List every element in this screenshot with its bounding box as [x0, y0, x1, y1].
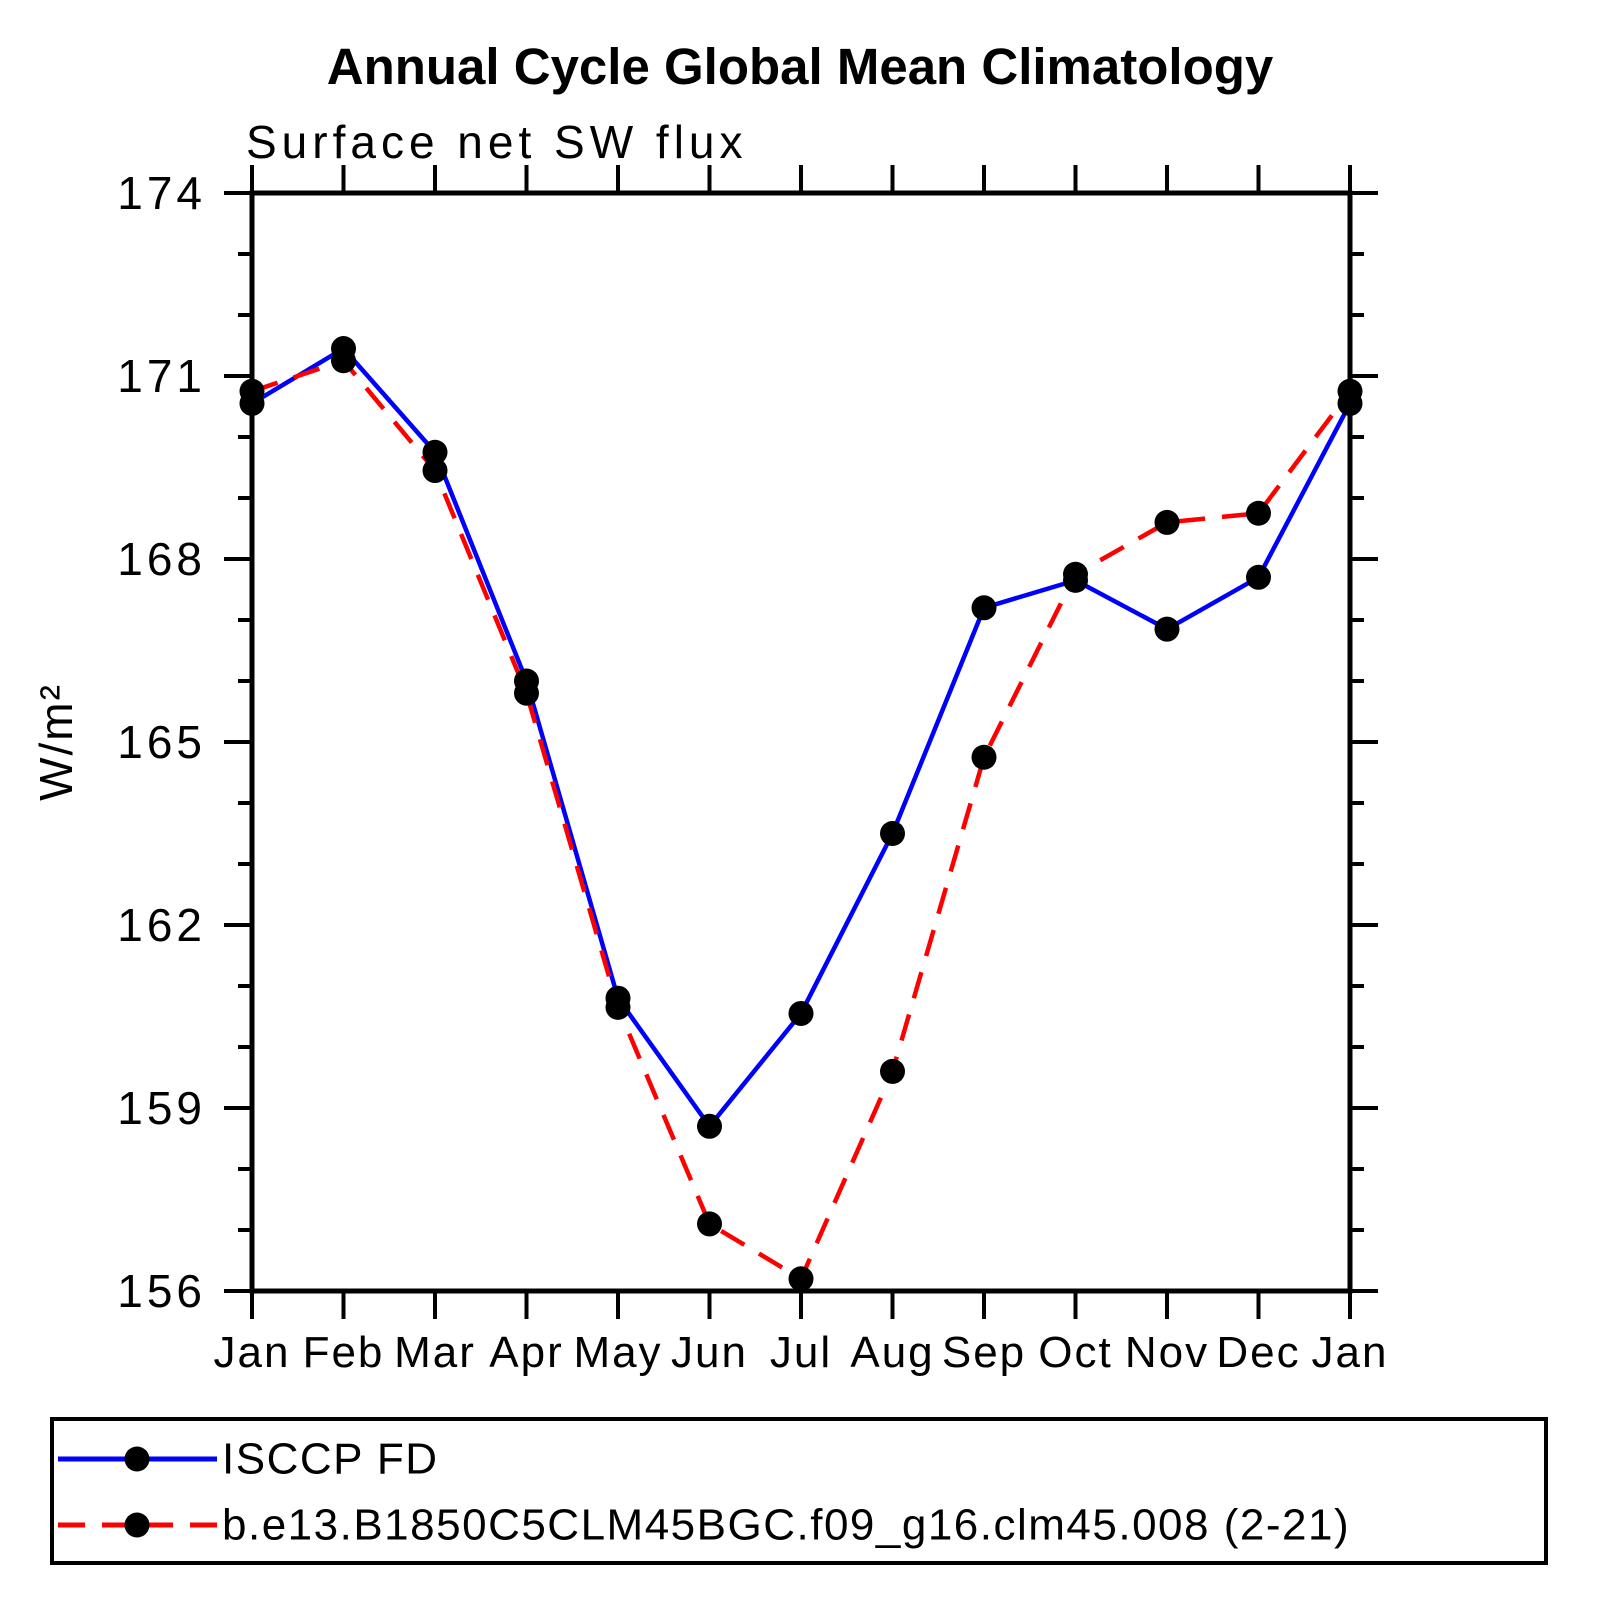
y-tick-label-168: 168: [117, 533, 206, 585]
series-1-marker-Dec-11: [1246, 500, 1271, 526]
series-1-marker-Nov-10: [1154, 509, 1180, 535]
chart-title: Annual Cycle Global Mean Climatology: [327, 38, 1274, 95]
plot-area: Jan Feb Mar Apr May Jun Jul Aug Sep Oct Nov Dec Jan1…: [117, 165, 1389, 1377]
series-0-marker-Jun-5: [697, 1113, 722, 1139]
x-tick-label-Apr-3: Apr: [489, 1328, 563, 1377]
series-0-marker-Dec-11: [1246, 564, 1271, 590]
series-1-marker-Oct-9: [1063, 561, 1088, 587]
series-1-marker-Mar-2: [422, 458, 448, 484]
y-tick-label-171: 171: [117, 350, 206, 402]
series-0-marker-Mar-2: [422, 439, 448, 465]
x-tick-label-Dec-11: Dec: [1216, 1328, 1300, 1377]
series-1-marker-May-4: [605, 994, 631, 1020]
series-1-marker-Jul-6: [788, 1266, 814, 1292]
x-tick-label-Jul-6: Jul: [770, 1328, 832, 1377]
legend-box: [50, 1417, 1548, 1565]
y-tick-label-156: 156: [117, 1265, 206, 1317]
x-tick-label-Jan-12: Jan: [1312, 1328, 1389, 1377]
series-1-marker-Jan-0: [239, 378, 265, 404]
legend-marker-isccp: [124, 1446, 150, 1472]
series-1-marker-Aug-7: [880, 1058, 905, 1084]
series-1-marker-Jan-12: [1337, 378, 1363, 404]
series-1-marker-Apr-3: [514, 680, 539, 706]
x-tick-label-Mar-2: Mar: [394, 1328, 476, 1377]
series-0-marker-Aug-7: [880, 821, 905, 846]
series-0-marker-Sep-8: [971, 595, 997, 621]
x-tick-label-May-4: May: [573, 1328, 662, 1377]
x-tick-label-Nov-10: Nov: [1125, 1328, 1209, 1377]
y-tick-label-159: 159: [117, 1082, 206, 1134]
series-1-marker-Feb-1: [331, 348, 356, 374]
series-1-marker-Jun-5: [697, 1211, 722, 1237]
x-tick-label-Sep-8: Sep: [942, 1328, 1026, 1377]
x-tick-label-Aug-7: Aug: [850, 1328, 934, 1377]
y-tick-label-174: 174: [117, 167, 206, 219]
series-1-marker-Sep-8: [971, 744, 997, 770]
x-tick-label-Feb-1: Feb: [303, 1328, 385, 1377]
legend-marker-model: [124, 1512, 150, 1538]
x-tick-label-Jun-5: Jun: [671, 1328, 748, 1377]
plot-frame: [249, 190, 1353, 1294]
y-tick-label-162: 162: [117, 899, 206, 951]
legend: ISCCP FD b.e13.B1850C5CLM45BGC.f09_g16.c…: [50, 1417, 1548, 1565]
series-0-marker-Jul-6: [788, 1000, 814, 1026]
x-tick-label-Oct-9: Oct: [1038, 1328, 1112, 1377]
series-0-marker-Nov-10: [1154, 616, 1180, 642]
series-line-1: [251, 358, 1352, 1282]
legend-label-isccp: ISCCP FD: [222, 1435, 439, 1484]
x-tick-label-Jan-0: Jan: [214, 1328, 291, 1377]
y-tick-label-165: 165: [117, 716, 206, 768]
chart-subtitle: Surface net SW flux: [246, 116, 748, 168]
y-axis-label: W/m²: [30, 683, 82, 801]
legend-label-model: b.e13.B1850C5CLM45BGC.f09_g16.clm45.008 …: [222, 1501, 1350, 1550]
